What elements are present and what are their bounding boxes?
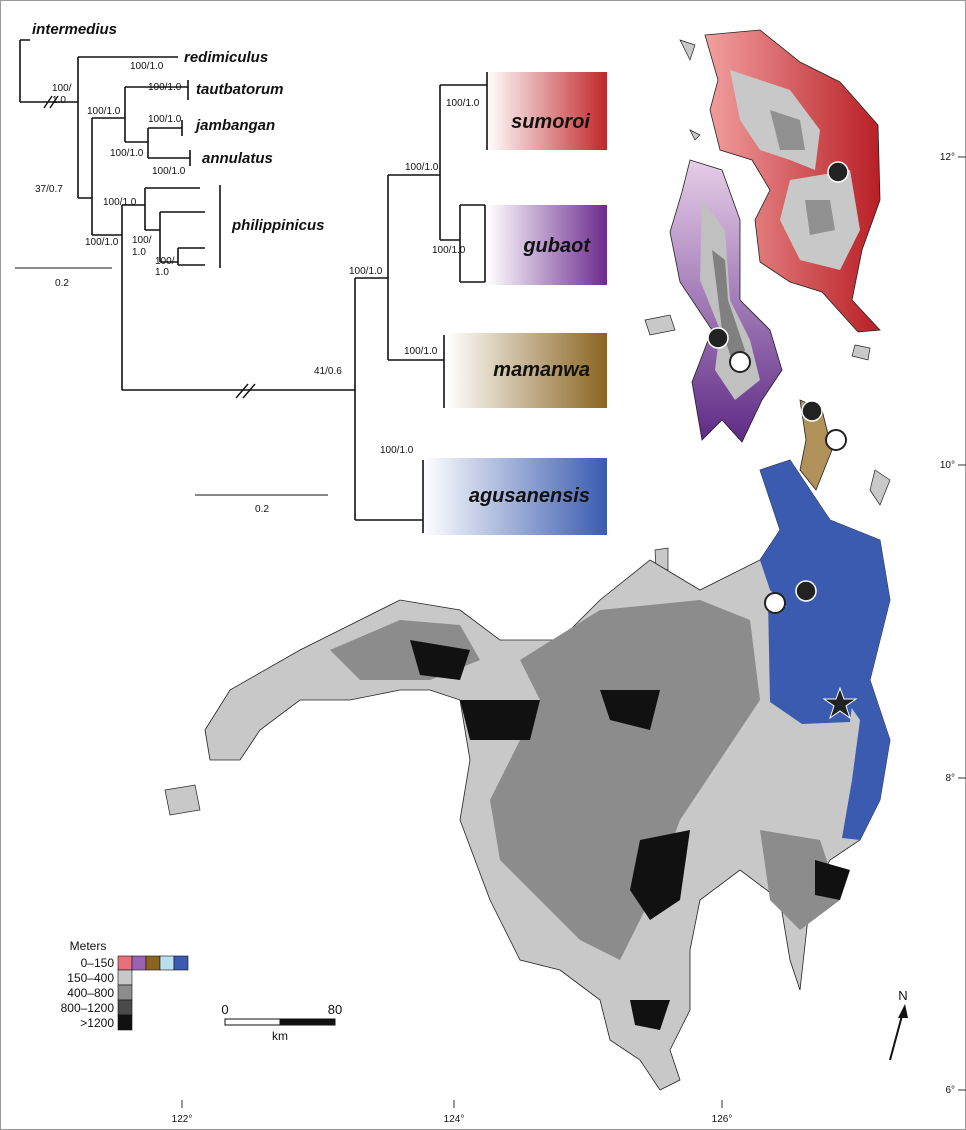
- lat-label: 12°: [940, 152, 955, 163]
- support: 100/1.0: [130, 61, 164, 72]
- locality-filled: [708, 328, 728, 348]
- support: 100/: [52, 83, 72, 94]
- legend-swatch: [118, 1015, 132, 1030]
- legend-swatch: [118, 970, 132, 985]
- scale-tick: 0: [221, 1002, 228, 1017]
- legend-title: Meters: [70, 939, 107, 953]
- tree-branches: [20, 40, 220, 390]
- legend-swatch: [174, 956, 188, 970]
- tree-scale-label: 0.2: [55, 278, 69, 289]
- legend-label: 400–800: [67, 986, 114, 1000]
- locality-open: [765, 593, 785, 613]
- support: 1.0: [132, 247, 146, 258]
- taxon-label: gubaot: [522, 235, 591, 257]
- north-label: N: [898, 988, 907, 1003]
- support: 100/1.0: [380, 445, 414, 456]
- support: 100/1.0: [148, 114, 182, 125]
- taxon-label: tautbatorum: [196, 81, 284, 98]
- taxon-label: redimiculus: [184, 49, 268, 66]
- locality-filled: [796, 581, 816, 601]
- support: 100/: [132, 235, 152, 246]
- support: 41/0.6: [314, 366, 342, 377]
- legend-label: 800–1200: [61, 1001, 115, 1015]
- support: 100/1.0: [404, 346, 438, 357]
- taxon-label: philippinicus: [231, 217, 325, 234]
- support: 100/1.0: [152, 166, 186, 177]
- support: 100/1.0: [103, 197, 137, 208]
- locality-open: [826, 430, 846, 450]
- support: 100/1.0: [148, 82, 182, 93]
- lat-label: 10°: [940, 460, 955, 471]
- lat-label: 6°: [945, 1085, 955, 1096]
- scale-tick: 80: [328, 1002, 342, 1017]
- taxon-label: sumoroi: [511, 111, 590, 133]
- support: 100/1.0: [85, 237, 119, 248]
- map: 12° 10° 8° 6° 122° 124° 126° N 0 80 km M…: [61, 30, 966, 1125]
- legend-swatch: [118, 985, 132, 1000]
- legend-swatch: [118, 956, 132, 970]
- scale-segment: [225, 1019, 280, 1025]
- legend-swatch: [118, 1000, 132, 1015]
- break-mark: [236, 384, 255, 398]
- support: 37/0.7: [35, 184, 63, 195]
- lon-label: 124°: [444, 1114, 465, 1125]
- locality-filled: [802, 401, 822, 421]
- taxon-label: mamanwa: [493, 359, 590, 381]
- locality-open: [730, 352, 750, 372]
- lat-label: 8°: [945, 773, 955, 784]
- legend-label: 0–150: [81, 956, 115, 970]
- support: 100/1.0: [349, 266, 383, 277]
- support: 100/: [155, 256, 175, 267]
- support: 100/1.0: [446, 98, 480, 109]
- ingroup-tree: sumoroi gubaot mamanwa agusanensis 100/1…: [122, 72, 607, 535]
- outgroup-tree: intermedius redimiculus tautbatorum jamb…: [15, 21, 325, 390]
- taxon-label: annulatus: [202, 150, 273, 167]
- tree-scale-label: 0.2: [255, 504, 269, 515]
- support: 1.0: [52, 95, 66, 106]
- north-arrowhead: [898, 1004, 908, 1018]
- legend-swatch: [132, 956, 146, 970]
- legend-swatch: [160, 956, 174, 970]
- support: 100/1.0: [405, 162, 439, 173]
- taxon-label: intermedius: [32, 21, 117, 38]
- support: 100/1.0: [87, 106, 121, 117]
- legend-swatch: [146, 956, 160, 970]
- figure: 12° 10° 8° 6° 122° 124° 126° N 0 80 km M…: [0, 0, 966, 1130]
- legend-label: >1200: [80, 1016, 114, 1030]
- lon-label: 122°: [172, 1114, 193, 1125]
- taxon-label: jambangan: [194, 117, 275, 134]
- taxon-label: agusanensis: [469, 485, 590, 507]
- support: 100/1.0: [110, 148, 144, 159]
- scale-segment: [280, 1019, 335, 1025]
- north-arrow: [890, 1012, 903, 1060]
- locality-filled: [828, 162, 848, 182]
- scale-unit: km: [272, 1029, 288, 1043]
- support: 100/1.0: [432, 245, 466, 256]
- support: 1.0: [155, 267, 169, 278]
- legend-label: 150–400: [67, 971, 114, 985]
- lon-label: 126°: [712, 1114, 733, 1125]
